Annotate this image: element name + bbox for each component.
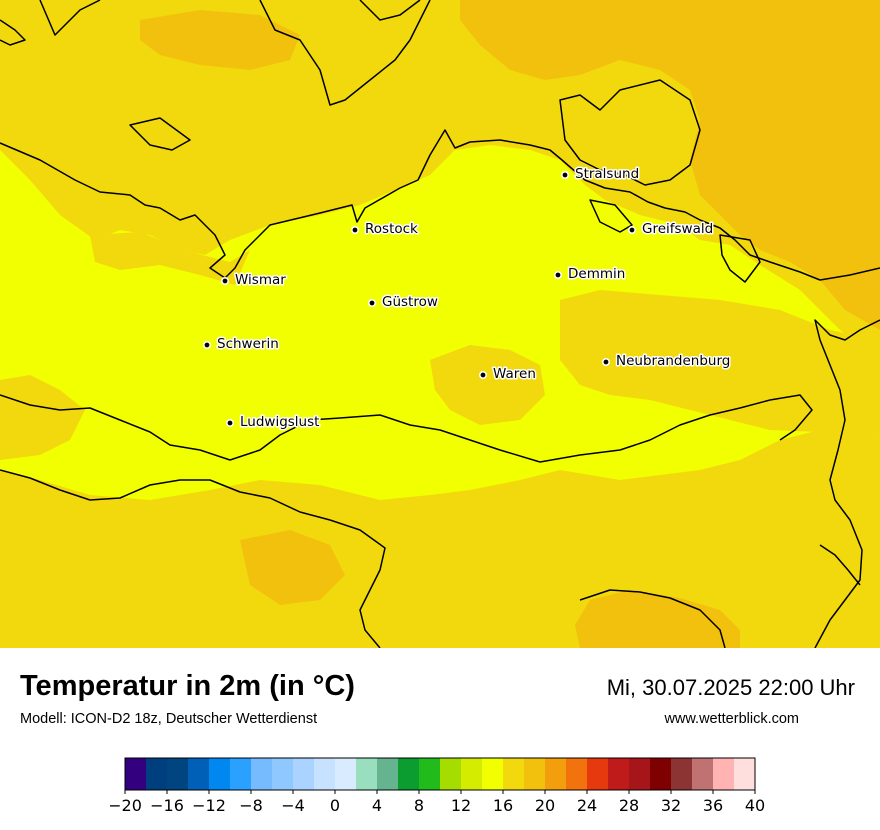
colorbar-frame: [124, 757, 756, 791]
colorbar-tick-label: 16: [493, 796, 513, 815]
city-label-rostock: Rostock: [365, 221, 418, 237]
colorbar-tick-label: 24: [577, 796, 597, 815]
colorbar-segment: [251, 758, 273, 790]
city-dot-g-strow: [367, 298, 376, 307]
temperature-field-16-18-coast: [90, 232, 250, 285]
colorbar-tick-label: 40: [745, 796, 765, 815]
colorbar-tick-label: −20: [110, 796, 142, 815]
temperature-field-18-20-northeast: [460, 0, 880, 330]
colorbar-segment: [314, 758, 336, 790]
colorbar-segment: [566, 758, 588, 790]
city-dot-greifswald: [627, 226, 636, 235]
colorbar-segment: [188, 758, 210, 790]
temperature-field-18-20-south: [575, 590, 740, 648]
colorbar-tick-label: 0: [330, 796, 340, 815]
city-dot-rostock: [350, 226, 359, 235]
city-markers: Stralsund Rostock Greifswald Wismar Demmin Gü…: [203, 165, 732, 432]
colorbar-tick-label: 12: [451, 796, 471, 815]
colorbar-tick-label: 28: [619, 796, 639, 815]
colorbar-segment: [713, 758, 735, 790]
temperature-field-18-20-north: [140, 10, 300, 70]
colorbar-segment: [335, 758, 357, 790]
city-label-demmin: Demmin: [568, 266, 625, 282]
colorbar-tick-label: 4: [372, 796, 382, 815]
colorbar-segment: [293, 758, 315, 790]
temperature-field-16-18-sea: [0, 0, 880, 360]
colorbar-svg: −20 −16 −12 −8 −4 0 4 8 12 16 20 24 28 32 36 40: [108, 757, 765, 815]
city-dot-schwerin: [203, 340, 212, 349]
colorbar-segment: [209, 758, 231, 790]
colorbar-segment: [734, 758, 756, 790]
coastline: [0, 0, 880, 648]
colorbar-segment: [671, 758, 693, 790]
colorbar-segment: [398, 758, 420, 790]
temperature-field-16-18-east: [560, 290, 880, 440]
city-label-greifswald: Greifswald: [642, 221, 713, 237]
colorbar-tick-label: 8: [414, 796, 424, 815]
city-label-waren: Waren: [493, 366, 536, 382]
colorbar-segment: [440, 758, 462, 790]
temperature-field-16-18-west: [0, 375, 85, 460]
city-dot-demmin: [553, 270, 562, 279]
temperature-map: Stralsund Rostock Greifswald Wismar Demmin Gü…: [0, 0, 880, 648]
city-dot-stralsund: [560, 171, 569, 180]
city-label-stralsund: Stralsund: [575, 166, 639, 182]
city-dot-wismar: [221, 276, 230, 285]
map-title: Temperatur in 2m (in °C): [20, 670, 355, 702]
colorbar-segment: [146, 758, 168, 790]
colorbar-segment: [545, 758, 567, 790]
colorbar-segment: [167, 758, 189, 790]
colorbar-tick-label: −4: [281, 796, 305, 815]
colorbar-segment: [461, 758, 483, 790]
colorbar-segment: [650, 758, 672, 790]
colorbar-segment: [692, 758, 714, 790]
colorbar-segment: [377, 758, 399, 790]
city-label-schwerin: Schwerin: [217, 336, 279, 352]
colorbar-tick-label: 36: [703, 796, 723, 815]
city-dot-neubrandenburg: [601, 357, 610, 366]
colorbar-segment: [230, 758, 252, 790]
colorbar-segment: [608, 758, 630, 790]
colorbar-tick-label: −16: [150, 796, 184, 815]
colorbar: −20 −16 −12 −8 −4 0 4 8 12 16 20 24 28 32 36 40: [108, 752, 770, 822]
colorbar-segment: [587, 758, 609, 790]
website-link[interactable]: www.wetterblick.com: [664, 711, 799, 727]
colorbar-segment: [125, 758, 147, 790]
colorbar-tick-label: −12: [192, 796, 226, 815]
city-label-ludwigslust: Ludwigslust: [240, 414, 319, 430]
temperature-field-16-18-south: [0, 430, 880, 648]
model-info: Modell: ICON-D2 18z, Deutscher Wetterdie…: [20, 711, 318, 727]
forecast-datetime: Mi, 30.07.2025 22:00 Uhr: [606, 675, 855, 700]
colorbar-segment: [482, 758, 504, 790]
city-label-neubrandenburg: Neubrandenburg: [616, 353, 730, 369]
city-dot-waren: [478, 370, 487, 379]
city-label-g-strow: Güstrow: [382, 294, 438, 310]
colorbar-segment: [356, 758, 378, 790]
temperature-field-16-18-waren: [430, 345, 545, 425]
colorbar-segment: [503, 758, 525, 790]
city-label-wismar: Wismar: [235, 272, 286, 288]
temperature-field-18-20-lower: [240, 530, 345, 605]
colorbar-segment: [272, 758, 294, 790]
colorbar-segment: [524, 758, 546, 790]
colorbar-tick-label: −8: [239, 796, 263, 815]
colorbar-tick-label: 20: [535, 796, 555, 815]
colorbar-tick-label: 32: [661, 796, 681, 815]
colorbar-segment: [419, 758, 441, 790]
map-canvas: Stralsund Rostock Greifswald Wismar Demmin Gü…: [0, 0, 880, 648]
city-dot-ludwigslust: [226, 418, 235, 427]
colorbar-segment: [629, 758, 651, 790]
